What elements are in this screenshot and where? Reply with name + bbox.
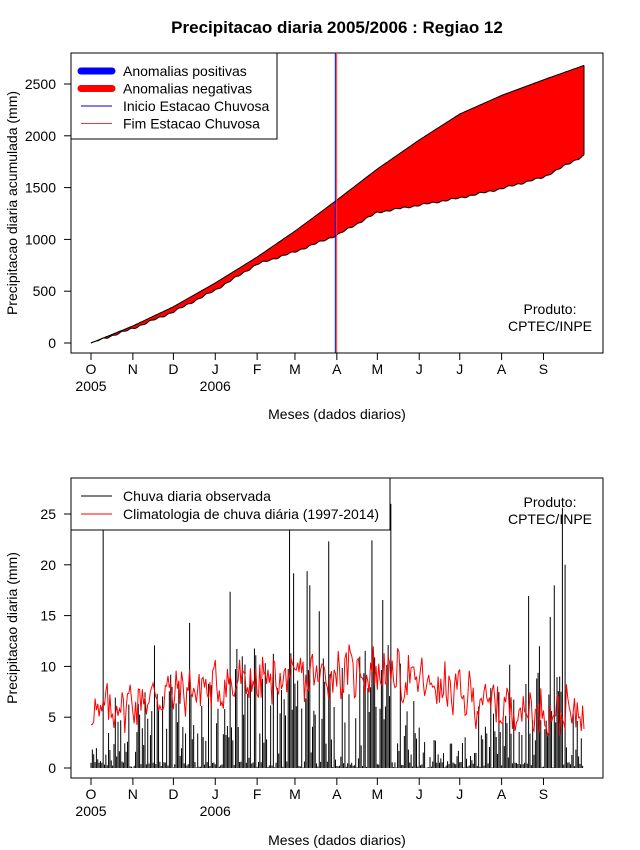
daily-x-tick-label: A	[497, 786, 507, 802]
daily-x-tick-label: S	[539, 786, 548, 802]
legend-label: Inicio Estacao Chuvosa	[123, 98, 270, 114]
daily-x-tick-label: J	[456, 786, 463, 802]
daily-y-tick-label: 5	[48, 709, 56, 725]
daily-x-axis: O N D J F M A M J J A S 2005 2006	[75, 777, 548, 819]
daily-y-tick-label: 25	[40, 506, 56, 522]
accumulated-y-axis: 0 500 1000 1500 2000 2500	[25, 76, 72, 351]
daily-y-axis-label: Precipitacao diaria (mm)	[4, 552, 20, 704]
accumulated-x-tick-label: N	[128, 361, 138, 377]
daily-x-tick-label: N	[128, 786, 138, 802]
accumulated-y-tick-label: 0	[48, 335, 56, 351]
daily-panel: 0 5 10 15 20 25 O N D J F M A M J J A S 2005 2006 Meses (d…	[4, 477, 604, 848]
observed-cumulative-line	[90, 154, 585, 344]
legend-label: Anomalias positivas	[123, 63, 247, 79]
product-label-line2-bottom: CPTEC/INPE	[508, 511, 592, 527]
accumulated-legend: Anomalias positivas Anomalias negativasIn…	[70, 52, 278, 140]
daily-y-tick-label: 20	[40, 557, 56, 573]
daily-y-tick-label: 15	[40, 608, 56, 624]
daily-x-tick-label: M	[289, 786, 301, 802]
accumulated-y-tick-label: 500	[33, 283, 57, 299]
legend-label: Climatologia de chuva diária (1997-2014)	[123, 506, 379, 522]
accumulated-x-tick-label: D	[168, 361, 178, 377]
legend-label: Chuva diaria observada	[123, 488, 271, 504]
daily-x-tick-label: J	[212, 786, 219, 802]
legend-box	[70, 477, 391, 531]
accumulated-x-tick-label: M	[372, 361, 384, 377]
climatology-daily-line	[90, 644, 585, 738]
daily-climatology-line-group	[90, 644, 585, 738]
daily-x-tick-label: A	[332, 786, 342, 802]
daily-x-tick-label: F	[253, 786, 262, 802]
daily-y-tick-label: 0	[48, 760, 56, 776]
accumulated-x-tick-label: J	[212, 361, 219, 377]
accumulated-x-tick-label: A	[497, 361, 507, 377]
daily-y-tick-label: 10	[40, 658, 56, 674]
legend-box	[70, 52, 278, 140]
accumulated-x-tick-label: A	[332, 361, 342, 377]
daily-x-axis-label: Meses (dados diarios)	[268, 832, 406, 848]
product-label-line1: Produto:	[524, 301, 577, 317]
daily-x-tick-label: M	[372, 786, 384, 802]
accumulated-y-tick-label: 1500	[25, 180, 56, 196]
daily-x-tick-label: D	[168, 786, 178, 802]
accumulated-y-tick-label: 2500	[25, 76, 56, 92]
daily-x-tick-label: J	[416, 786, 423, 802]
product-label-line2: CPTEC/INPE	[508, 318, 592, 334]
accumulated-y-tick-label: 1000	[25, 231, 56, 247]
legend-label: Anomalias negativas	[123, 81, 252, 97]
daily-x-tick-label: O	[86, 786, 97, 802]
daily-observed-bars	[90, 503, 584, 768]
accumulated-x-tick-label: J	[456, 361, 463, 377]
accumulated-year-label: 2005	[75, 378, 106, 394]
product-label-line1-bottom: Produto:	[524, 494, 577, 510]
accumulated-year-label: 2006	[200, 378, 231, 394]
accumulated-x-axis-label: Meses (dados diarios)	[268, 406, 406, 422]
accumulated-anomaly-area	[90, 64, 585, 344]
legend-label: Fim Estacao Chuvosa	[123, 116, 260, 132]
negative-anomaly-fill	[91, 65, 584, 344]
climatology-cumulative-line	[90, 64, 585, 344]
daily-legend: Chuva diaria observada Climatologia de ch…	[70, 477, 391, 531]
daily-year-label: 2005	[75, 803, 106, 819]
accumulated-x-tick-label: J	[416, 361, 423, 377]
accumulated-panel: 0 500 1000 1500 2000 2500 O N D J F M A M J J A S 2005 200…	[4, 52, 604, 422]
accumulated-y-axis-label: Precipitacao diaria acumulada (mm)	[4, 91, 20, 315]
daily-y-axis: 0 5 10 15 20 25	[40, 506, 72, 776]
chart-title: Precipitacao diaria 2005/2006 : Regiao 1…	[171, 18, 503, 37]
accumulated-x-tick-label: M	[289, 361, 301, 377]
accumulated-x-tick-label: O	[86, 361, 97, 377]
accumulated-y-tick-label: 2000	[25, 128, 56, 144]
daily-year-label: 2006	[200, 803, 231, 819]
accumulated-x-tick-label: F	[253, 361, 262, 377]
accumulated-x-axis: O N D J F M A M J J A S 2005 2006	[75, 352, 548, 394]
accumulated-x-tick-label: S	[539, 361, 548, 377]
